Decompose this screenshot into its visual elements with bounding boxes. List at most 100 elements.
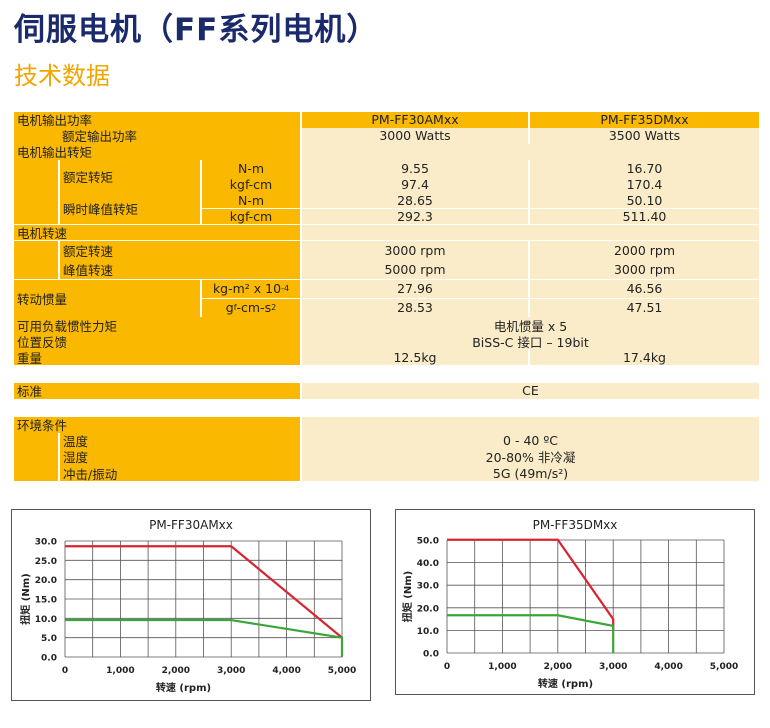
- speed-label: 电机转速: [14, 224, 300, 241]
- rated-torque-label: 额定转矩: [60, 160, 200, 192]
- model-header-label: 电机输出功率: [14, 112, 300, 128]
- x-tick-label: 3,000: [599, 662, 627, 672]
- table-row: 重量 12.5kg 17.4kg: [14, 349, 759, 366]
- inertia-unit-2-exp: 2: [271, 303, 277, 313]
- rated-torque-a-kgf: 97.4: [302, 176, 528, 192]
- load-inertia-value: 电机惯量 x 5: [302, 317, 759, 333]
- table-row: 转动惯量 kg-m² x 10 -4 27.96 46.56 g f -cm-s 2 2…: [14, 279, 759, 317]
- y-tick-label: 15.0: [35, 596, 57, 606]
- peak-speed-b: 3000 rpm: [530, 260, 759, 280]
- rated-torque-unit-nm: N-m: [202, 160, 300, 176]
- table-row: 湿度 20-80% 非冷凝: [14, 449, 759, 465]
- peak-torque-unit-kgf: kgf-cm: [202, 208, 300, 225]
- inertia-unit-1: kg-m² x 10 -4: [202, 279, 300, 298]
- chart-title: PM-FF30AMxx: [149, 518, 233, 532]
- chart-svg: 0.0 10.0 20.0 30.0 40.0 50.0 0 1,000 2,000 3,000 4…: [401, 537, 738, 691]
- rated-power-b: 3500 Watts: [530, 128, 759, 144]
- inertia-b-2: 47.51: [530, 298, 759, 317]
- rated-speed-label: 额定转速: [60, 240, 300, 260]
- temp-value: 0 - 40 ºC: [302, 433, 759, 449]
- peak-torque-a-nm: 28.65: [302, 192, 528, 209]
- temp-label: 温度: [60, 433, 300, 449]
- table-row: 瞬时峰值转矩 N-m 28.65 50.10 kgf-cm 292.3 511.…: [14, 192, 759, 225]
- blank-cell: [302, 144, 759, 160]
- rated-torque-b-kgf: 170.4: [530, 176, 759, 192]
- indent-cell: [14, 449, 58, 465]
- weight-a: 12.5kg: [302, 349, 528, 366]
- y-tick-label: 0.0: [423, 650, 439, 660]
- inertia-unit-1-exp: -4: [281, 284, 290, 294]
- y-tick-label: 30.0: [35, 538, 57, 548]
- y-tick-label: 30.0: [417, 582, 439, 592]
- feedback-label: 位置反馈: [14, 333, 300, 349]
- x-axis-label: 转速 (rpm): [156, 681, 211, 694]
- indent-cell: [14, 260, 58, 280]
- env-label: 环境条件: [14, 417, 300, 433]
- x-tick-label: 5,000: [710, 662, 738, 672]
- rated-torque-unit-kgf: kgf-cm: [202, 176, 300, 192]
- table-row: 电机输出功率 PM-FF30AMxx PM-FF35DMxx: [14, 112, 759, 128]
- indent-cell: [14, 240, 58, 260]
- rated-torque-a-nm: 9.55: [302, 160, 528, 176]
- humidity-label: 湿度: [60, 449, 300, 465]
- shock-label: 冲击/振动: [60, 465, 300, 481]
- model-a-header: PM-FF30AMxx: [302, 112, 528, 128]
- peak-torque-a-kgf: 292.3: [302, 208, 528, 225]
- series-line-0: [447, 538, 615, 631]
- x-tick-label: 4,000: [272, 666, 300, 676]
- table-row: 环境条件: [14, 417, 759, 433]
- rated-speed-b: 2000 rpm: [530, 240, 759, 260]
- blank-cell: [302, 224, 759, 241]
- spec-table: 电机输出功率 PM-FF30AMxx PM-FF35DMxx 额定输出功率 30…: [14, 112, 759, 366]
- standard-table: 标准 CE: [14, 383, 759, 399]
- peak-speed-a: 5000 rpm: [302, 260, 528, 280]
- peak-torque-label: 瞬时峰值转矩: [60, 192, 200, 225]
- table-row: 额定转矩 N-m 9.55 16.70 kgf-cm 97.4 170.4: [14, 160, 759, 192]
- indent-cell: [14, 160, 58, 192]
- torque-label: 电机输出转矩: [14, 144, 300, 160]
- peak-speed-label: 峰值转速: [60, 260, 300, 280]
- table-row: 温度 0 - 40 ºC: [14, 433, 759, 449]
- indent-cell: [14, 433, 58, 449]
- x-tick-label: 0: [62, 666, 68, 676]
- standard-label: 标准: [14, 383, 300, 399]
- x-tick-label: 0: [444, 662, 450, 672]
- load-inertia-label: 可用负载惯性力矩: [14, 317, 300, 333]
- weight-label: 重量: [14, 349, 300, 366]
- y-tick-label: 0.0: [41, 654, 57, 664]
- rated-power-a: 3000 Watts: [302, 128, 528, 144]
- indent-cell: [14, 192, 58, 225]
- inertia-unit-2-sup: f: [233, 303, 237, 313]
- indent-cell: [14, 465, 58, 481]
- y-axis-label: 扭矩 (Nm): [19, 573, 32, 624]
- table-row: 冲击/振动 5G (49m/s²): [14, 465, 759, 481]
- rated-torque-b-nm: 16.70: [530, 160, 759, 176]
- standard-value: CE: [302, 383, 759, 399]
- rated-speed-a: 3000 rpm: [302, 240, 528, 260]
- x-tick-label: 5,000: [328, 666, 356, 676]
- environment-table: 环境条件 温度 0 - 40 ºC 湿度 20-80% 非冷凝 冲击/振动 5G…: [14, 417, 759, 481]
- page-title: 伺服电机（FF系列电机）: [14, 12, 379, 48]
- feedback-value: BiSS-C 接口 – 19bit: [302, 333, 759, 349]
- rated-power-label: 额定输出功率: [14, 128, 300, 144]
- x-tick-label: 2,000: [162, 666, 190, 676]
- y-tick-label: 10.0: [35, 615, 57, 625]
- humidity-value: 20-80% 非冷凝: [302, 449, 759, 465]
- inertia-a-2: 28.53: [302, 298, 528, 317]
- table-row: 额定输出功率 3000 Watts 3500 Watts: [14, 128, 759, 144]
- y-tick-label: 10.0: [417, 627, 439, 637]
- table-row: 电机转速: [14, 224, 759, 241]
- inertia-a-1: 27.96: [302, 279, 528, 298]
- inertia-unit-2-pre: g: [225, 300, 234, 316]
- page-subtitle: 技术数据: [14, 62, 110, 90]
- shock-value: 5G (49m/s²): [302, 465, 759, 481]
- table-row: 额定转速 3000 rpm 2000 rpm: [14, 240, 759, 260]
- series-line-0: [65, 545, 343, 639]
- table-row: 可用负载惯性力矩 电机惯量 x 5: [14, 317, 759, 333]
- series-line-1: [65, 618, 344, 657]
- x-axis-label: 转速 (rpm): [538, 677, 593, 690]
- blank-cell: [302, 417, 759, 433]
- table-row: 电机输出转矩: [14, 144, 759, 160]
- y-tick-label: 5.0: [41, 634, 57, 644]
- peak-torque-unit-nm: N-m: [202, 192, 300, 209]
